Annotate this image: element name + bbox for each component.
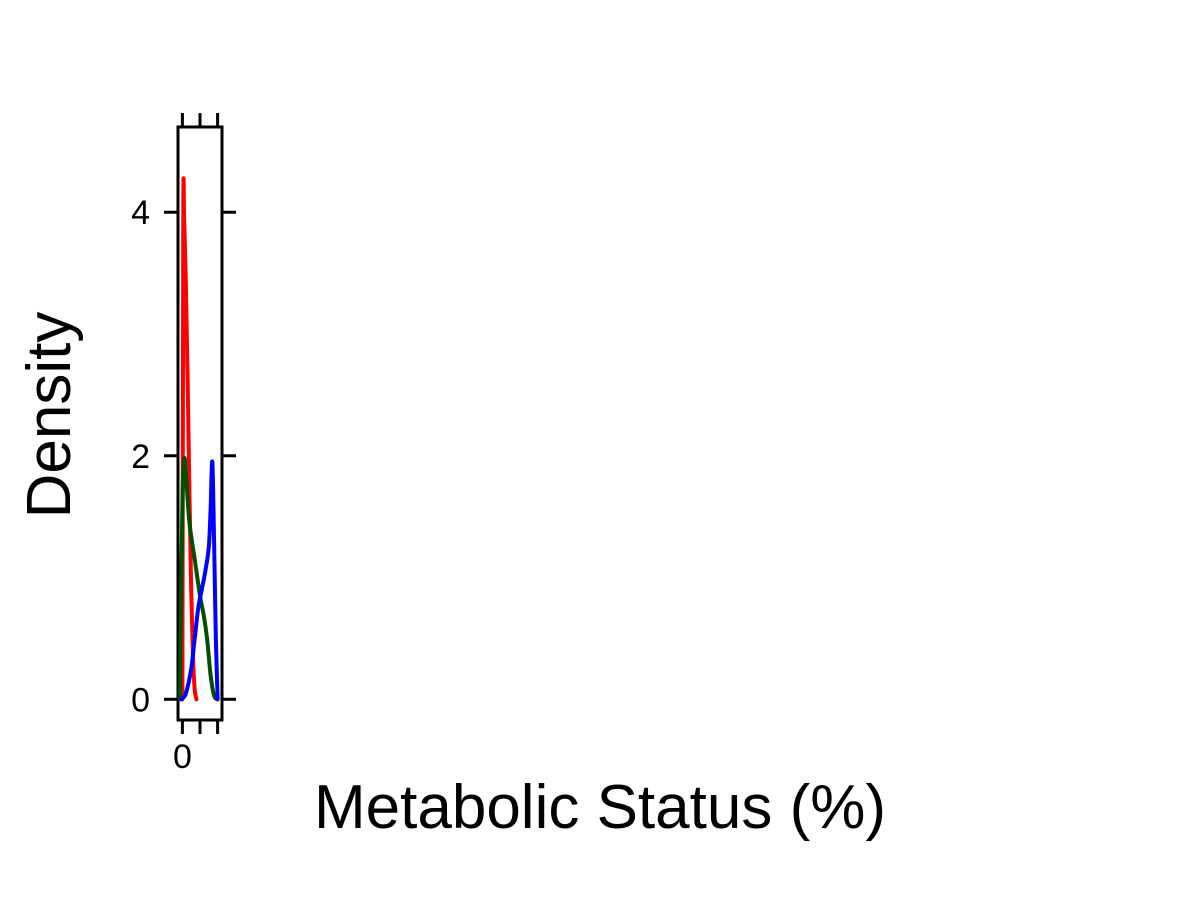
y-axis-title: Density (15, 312, 84, 519)
density-series-line-0 (180, 176, 199, 702)
y-tick-label: 4 (131, 194, 150, 232)
series-layer (177, 176, 220, 702)
x-axis-ticks: 0 (173, 113, 220, 776)
y-axis-ticks: 0 2 4 (131, 194, 236, 719)
x-tick-label: 0 (173, 738, 192, 776)
x-axis-title: Metabolic Status (%) (314, 773, 886, 842)
y-tick-label: 2 (131, 438, 150, 476)
density-series-line-2 (179, 459, 220, 702)
density-series-line-1 (177, 456, 220, 702)
y-tick-label: 0 (131, 681, 150, 719)
